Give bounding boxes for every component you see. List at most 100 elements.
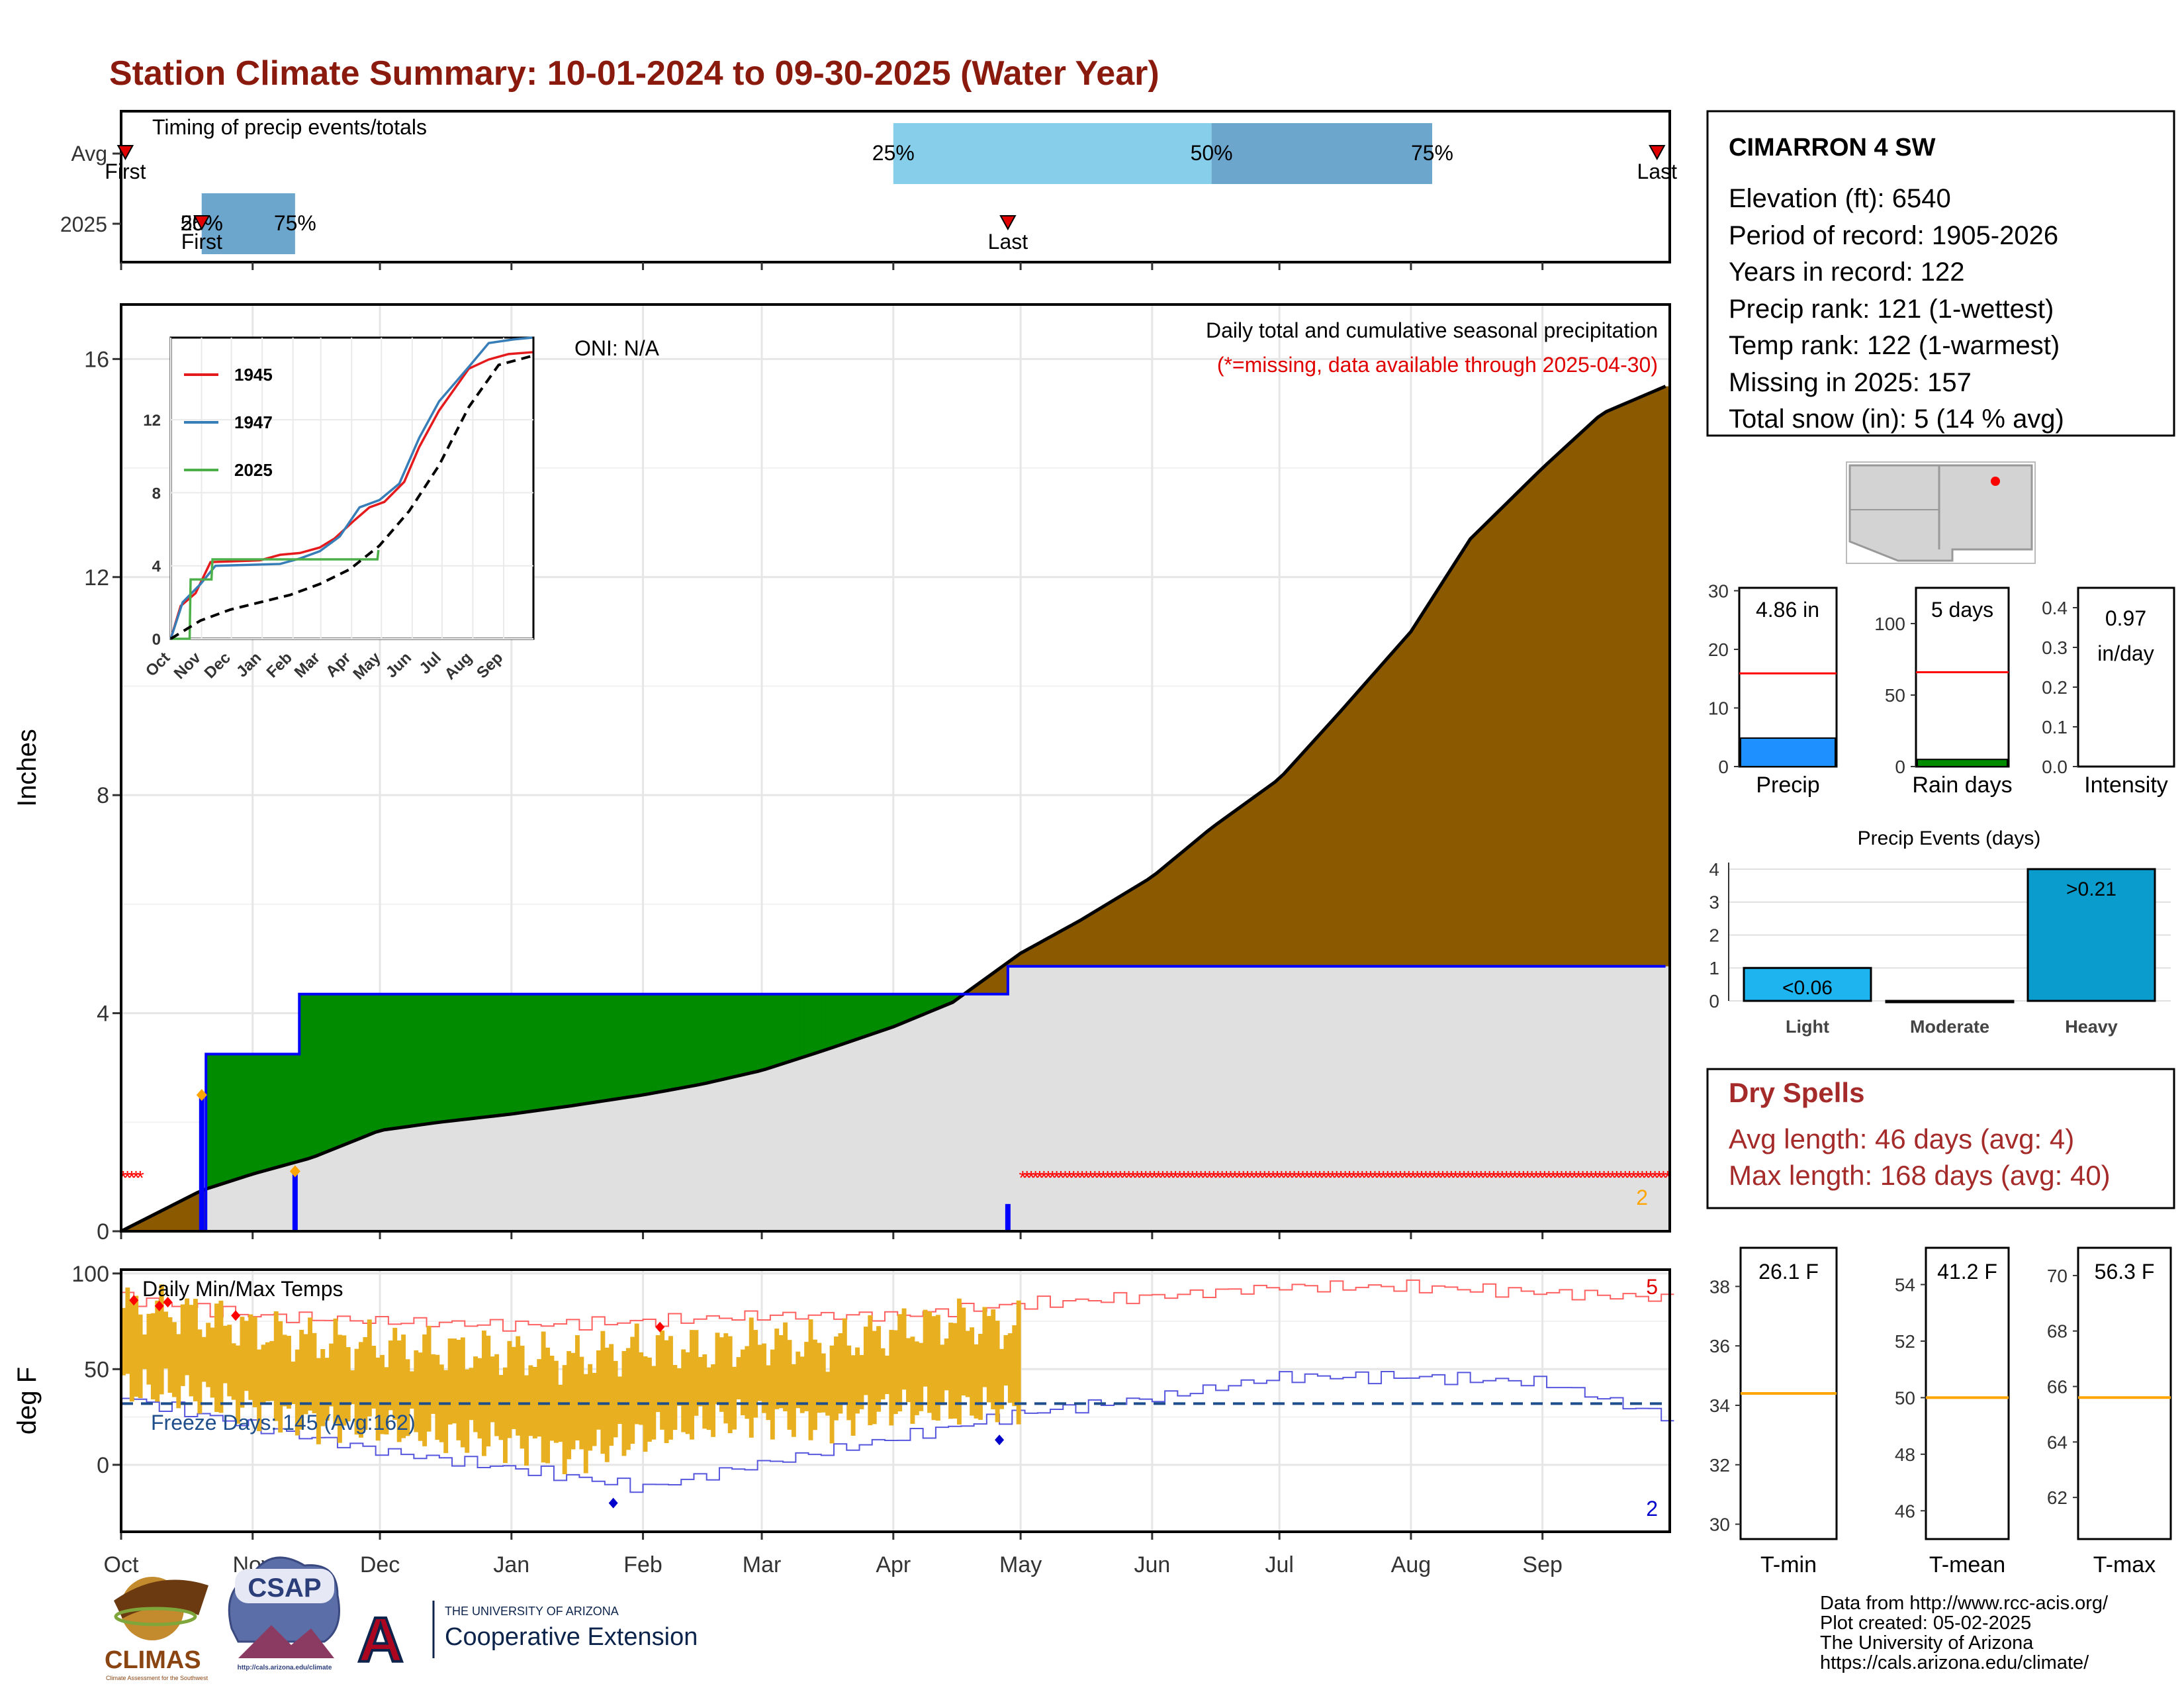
daily-temp-bar <box>401 1335 406 1438</box>
missing-marker: * <box>1307 1168 1315 1190</box>
above-avg-fill <box>371 994 377 1133</box>
avg-p25-label: 25% <box>872 141 915 165</box>
above-avg-fill <box>380 994 385 1131</box>
below-avg-fill <box>1271 966 1276 1231</box>
above-avg-fill <box>791 994 796 1060</box>
ua-extension: Cooperative Extension <box>445 1623 698 1651</box>
below-avg-fill <box>465 1119 470 1231</box>
temp-box-tick: 66 <box>2047 1377 2068 1397</box>
missing-marker: * <box>1426 1168 1434 1190</box>
missing-marker: * <box>1481 1168 1489 1190</box>
avg-deficit-fill <box>1542 466 1547 966</box>
above-avg-fill <box>222 1054 228 1183</box>
inset-average-line <box>169 354 533 640</box>
below-avg-fill <box>1491 966 1496 1231</box>
missing-marker: * <box>1422 1168 1430 1190</box>
timing-label: Timing of precip events/totals <box>152 115 427 139</box>
below-avg-fill <box>736 1076 741 1231</box>
below-avg-fill <box>558 1107 563 1231</box>
below-avg-fill <box>1101 966 1106 1231</box>
temp-box-tick: 50 <box>1895 1387 1915 1408</box>
below-avg-fill <box>511 1113 516 1231</box>
state-outline <box>1848 464 2033 562</box>
below-avg-fill <box>1563 966 1569 1231</box>
missing-marker: * <box>1549 1168 1557 1190</box>
missing-marker: * <box>1342 1168 1349 1190</box>
avg-deficit-fill <box>146 1217 152 1231</box>
daily-temp-bar <box>167 1317 173 1393</box>
avg-deficit-fill <box>1440 582 1445 966</box>
missing-marker: * <box>1507 1168 1515 1190</box>
daily-temp-bar <box>965 1331 970 1397</box>
mini-precip-value: 4.86 in <box>1756 598 1819 622</box>
avg-deficit-fill <box>1271 783 1276 966</box>
mini-intensity-tick-label: 0.2 <box>2042 677 2068 698</box>
above-avg-fill <box>553 994 559 1108</box>
daily-temp-bar <box>282 1335 287 1407</box>
avg-deficit-fill <box>1665 386 1670 966</box>
below-avg-fill <box>613 1099 618 1231</box>
avg-deficit-fill <box>1449 569 1454 966</box>
avg-deficit-fill <box>1343 706 1348 966</box>
timing-panel: Timing of precip events/totals Avg 2025 … <box>60 110 1677 270</box>
avg-deficit-fill <box>1173 857 1178 966</box>
daily-temp-bar <box>134 1295 139 1397</box>
below-avg-fill <box>825 1049 831 1231</box>
above-avg-fill <box>711 994 716 1082</box>
csap-logo: CSAP http://cals.arizona.edu/climate <box>228 1556 340 1671</box>
missing-marker: * <box>1516 1168 1524 1190</box>
y-tick-label: 0 <box>97 1453 109 1478</box>
daily-temp-bar <box>333 1318 338 1424</box>
daily-temp-bar <box>617 1376 622 1425</box>
daily-temp-bar <box>316 1358 321 1444</box>
avg-deficit-fill <box>1338 711 1343 966</box>
below-avg-fill <box>498 1115 504 1231</box>
record-max-count: 5 <box>1646 1275 1658 1299</box>
above-avg-fill <box>583 994 588 1104</box>
above-avg-fill <box>278 1054 283 1167</box>
below-avg-fill <box>1419 966 1424 1231</box>
daily-temp-bar <box>1016 1300 1021 1425</box>
below-avg-fill <box>1148 966 1153 1231</box>
below-avg-fill <box>269 1168 275 1231</box>
below-avg-fill <box>299 1160 304 1231</box>
daily-temp-bar <box>562 1365 567 1474</box>
below-avg-fill <box>1156 966 1161 1231</box>
avg-deficit-fill <box>1580 431 1586 966</box>
above-avg-fill <box>842 994 847 1044</box>
avg-q3-bar <box>1211 123 1432 184</box>
avg-deficit-fill <box>1559 450 1565 966</box>
above-avg-fill <box>613 994 618 1100</box>
below-avg-fill <box>240 1177 245 1231</box>
avg-deficit-fill <box>1033 945 1038 966</box>
missing-marker: * <box>1333 1168 1341 1190</box>
below-avg-fill <box>1088 966 1093 1231</box>
below-avg-fill <box>537 1110 542 1231</box>
oni-label: ONI: N/A <box>574 336 660 360</box>
avg-deficit-fill <box>1309 743 1314 966</box>
temp-box-tick: 38 <box>1709 1276 1730 1297</box>
below-avg-fill <box>1657 966 1662 1231</box>
missing-marker: * <box>1312 1168 1320 1190</box>
avg-deficit-fill <box>1101 906 1106 966</box>
events-y-tick: 0 <box>1709 991 1719 1011</box>
daily-temp-bar <box>324 1358 330 1421</box>
below-avg-fill <box>1428 966 1433 1231</box>
mini-intensity-tick-label: 0.3 <box>2042 637 2068 658</box>
daily-temp-bar <box>447 1338 453 1425</box>
daily-temp-bar <box>634 1323 639 1425</box>
avg-deficit-fill <box>1071 923 1077 966</box>
daily-temp-bar <box>308 1317 312 1411</box>
missing-marker: * <box>1498 1168 1506 1190</box>
below-avg-fill <box>520 1112 525 1231</box>
temp-box-tick: 48 <box>1895 1444 1915 1465</box>
above-avg-fill <box>770 994 775 1067</box>
above-avg-fill <box>422 994 428 1125</box>
below-avg-fill <box>630 1096 635 1231</box>
missing-marker: * <box>1248 1168 1256 1190</box>
temp-box-tick: 62 <box>2047 1487 2068 1508</box>
avg-deficit-fill <box>1640 396 1645 966</box>
missing-marker: * <box>1286 1168 1294 1190</box>
missing-marker: * <box>1134 1168 1142 1190</box>
daily-temp-bar <box>359 1342 363 1438</box>
